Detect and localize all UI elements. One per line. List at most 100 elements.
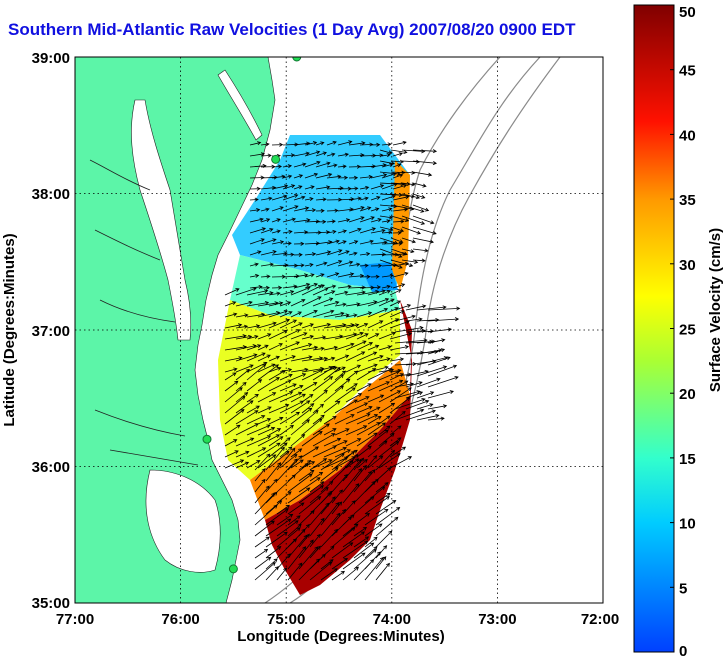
velocity-arrow	[257, 364, 279, 381]
velocity-arrow	[268, 366, 282, 373]
velocity-arrow	[257, 363, 276, 373]
velocity-arrow	[309, 471, 324, 482]
velocity-arrow	[301, 394, 314, 403]
velocity-arrow	[337, 152, 350, 157]
velocity-arrow	[326, 140, 337, 146]
velocity-arrow	[375, 562, 390, 581]
velocity-arrow	[301, 334, 315, 340]
velocity-arrow	[342, 552, 366, 570]
velocity-arrow	[320, 512, 341, 537]
velocity-arrow	[249, 285, 263, 290]
velocity-arrow	[271, 194, 288, 201]
velocity-arrow	[298, 485, 324, 504]
velocity-arrow	[334, 290, 349, 296]
velocity-arrow	[271, 142, 284, 147]
y-tick-label: 39:00	[32, 50, 70, 67]
velocity-arrow	[282, 164, 293, 169]
velocity-arrow	[271, 229, 281, 234]
velocity-arrow	[254, 485, 270, 504]
velocity-arrow	[235, 368, 250, 381]
velocity-arrow	[379, 204, 398, 209]
velocity-arrow	[293, 151, 310, 157]
velocity-arrow	[379, 226, 394, 232]
velocity-arrow	[290, 393, 306, 403]
velocity-arrow	[249, 141, 262, 146]
velocity-arrow	[370, 252, 387, 257]
y-axis: 39:00 38:00 37:00 36:00 35:00 Latitude (…	[1, 50, 70, 612]
velocity-arrow	[276, 520, 299, 537]
velocity-arrow	[254, 556, 272, 570]
velocity-arrow	[334, 313, 350, 318]
velocity-arrow	[416, 365, 448, 377]
velocity-arrow	[381, 284, 391, 289]
velocity-arrow	[405, 381, 423, 388]
velocity-arrow	[334, 342, 355, 351]
velocity-arrow	[260, 142, 270, 147]
velocity-arrow	[359, 227, 376, 234]
velocity-arrow	[279, 341, 300, 351]
velocity-arrow	[356, 445, 372, 458]
velocity-arrow	[304, 141, 318, 146]
velocity-arrow	[364, 455, 378, 471]
velocity-arrow	[337, 218, 351, 223]
velocity-arrow	[356, 396, 370, 403]
velocity-arrow	[389, 310, 405, 318]
velocity-arrow	[282, 194, 299, 201]
velocity-arrow	[334, 302, 347, 307]
velocity-arrow	[370, 228, 386, 234]
velocity-arrow	[279, 329, 301, 340]
velocity-arrow	[320, 568, 338, 581]
pamlico-sound	[145, 469, 221, 573]
velocity-arrow	[290, 299, 306, 307]
velocity-arrow	[271, 218, 281, 223]
velocity-arrow	[389, 289, 402, 296]
velocity-arrow	[348, 240, 359, 245]
velocity-arrow	[287, 455, 303, 471]
velocity-arrow	[265, 558, 278, 570]
velocity-arrow	[315, 273, 325, 278]
velocity-arrow	[367, 333, 380, 340]
velocity-arrow	[390, 159, 404, 164]
velocity-arrow	[235, 344, 257, 351]
velocity-arrow	[254, 520, 275, 537]
velocity-arrow	[353, 480, 376, 504]
colorbar-gradient	[633, 4, 675, 653]
velocity-arrow	[342, 483, 360, 504]
velocity-arrow	[268, 450, 290, 469]
velocity-arrow	[224, 372, 237, 381]
velocity-arrow	[427, 306, 461, 311]
velocity-arrow	[378, 453, 401, 469]
velocity-arrow	[254, 562, 276, 581]
velocity-arrow	[381, 194, 396, 201]
velocity-arrow	[265, 478, 278, 493]
velocity-arrow	[345, 313, 358, 318]
region-orange-edge	[392, 160, 410, 290]
velocity-arrow	[370, 274, 380, 279]
velocity-arrow	[353, 558, 375, 581]
velocity-arrow	[293, 241, 305, 246]
velocity-arrow	[249, 238, 265, 245]
velocity-arrow	[320, 501, 340, 526]
velocity-arrow	[381, 273, 394, 278]
colorbar-tick-label: 45	[679, 63, 696, 80]
velocity-arrow	[260, 238, 277, 245]
velocity-arrow	[298, 546, 319, 570]
velocity-arrow	[381, 219, 391, 224]
velocity-arrow	[392, 140, 407, 146]
velocity-arrow	[342, 523, 359, 537]
velocity-arrow	[249, 197, 259, 202]
velocity-arrow	[345, 340, 367, 351]
velocity-arrow	[427, 376, 459, 388]
velocity-arrow	[315, 172, 333, 179]
velocity-arrow	[298, 459, 312, 471]
velocity-arrow	[246, 324, 261, 329]
velocity-arrow	[293, 282, 311, 289]
velocity-arrow	[301, 309, 318, 318]
velocity-arrow	[320, 480, 334, 493]
velocity-arrow	[224, 380, 239, 392]
velocity-arrow	[320, 453, 345, 471]
velocity-arrow	[353, 470, 372, 493]
velocity-arrow	[279, 411, 301, 425]
velocity-arrow	[331, 542, 354, 559]
velocity-arrow	[287, 534, 308, 559]
